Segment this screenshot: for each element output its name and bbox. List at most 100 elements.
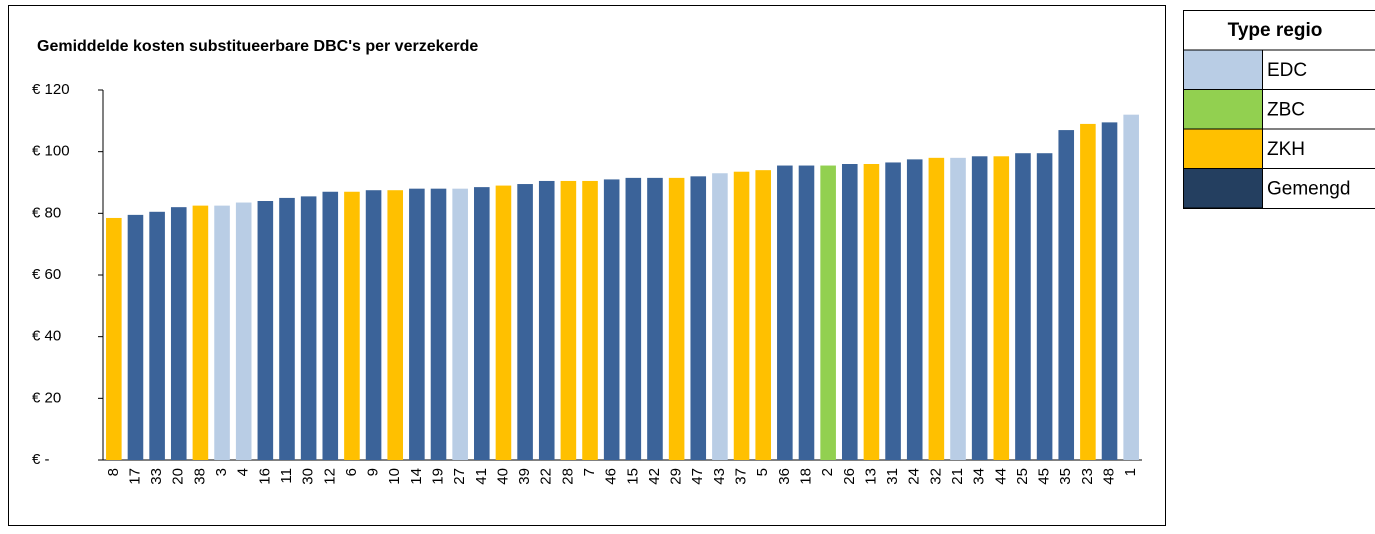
x-tick-label: 26 <box>841 468 858 485</box>
legend-label: ZBC <box>1267 100 1305 121</box>
bar <box>431 189 447 460</box>
x-tick-label: 41 <box>473 468 490 485</box>
x-tick-label: 9 <box>365 468 382 476</box>
bar <box>842 164 858 460</box>
x-tick-label: 47 <box>689 468 706 485</box>
bar <box>972 156 988 460</box>
x-tick-label: 46 <box>603 468 620 485</box>
bar <box>1102 122 1118 460</box>
x-tick-label: 23 <box>1079 468 1096 485</box>
x-tick-label: 33 <box>148 468 165 485</box>
x-tick-label: 36 <box>776 468 793 485</box>
x-tick-label: 12 <box>321 468 338 485</box>
x-tick-label: 5 <box>754 468 771 476</box>
y-tick-label: € 40 <box>32 328 61 345</box>
y-tick-label: € 80 <box>32 204 61 221</box>
x-tick-label: 16 <box>256 468 273 485</box>
legend-label: Gemengd <box>1267 179 1350 200</box>
bar <box>387 190 403 460</box>
bar <box>258 201 274 460</box>
bar <box>777 166 793 460</box>
x-tick-label: 27 <box>451 468 468 485</box>
y-tick-label: € 100 <box>32 143 70 160</box>
bar <box>452 189 468 460</box>
x-tick-label: 38 <box>191 468 208 485</box>
x-tick-label: 19 <box>429 468 446 485</box>
bar <box>647 178 663 460</box>
bar <box>474 187 490 460</box>
bar <box>279 198 295 460</box>
legend-label: EDC <box>1267 60 1307 81</box>
bar <box>734 172 750 460</box>
legend-swatch <box>1184 129 1263 169</box>
x-tick-label: 11 <box>278 468 295 484</box>
chart-title: Gemiddelde kosten substitueerbare DBC's … <box>37 38 478 55</box>
bar <box>929 158 945 460</box>
bar <box>626 178 642 460</box>
bar <box>994 156 1010 460</box>
legend-swatch <box>1184 50 1263 90</box>
bar <box>950 158 966 460</box>
bar <box>1058 130 1074 460</box>
x-tick-label: 37 <box>733 468 750 485</box>
bar <box>517 184 533 460</box>
x-tick-label: 10 <box>386 468 403 485</box>
x-tick-label: 39 <box>516 468 533 485</box>
x-tick-label: 20 <box>170 468 187 485</box>
bar <box>171 207 187 460</box>
bar <box>128 215 144 460</box>
bar <box>1015 153 1031 460</box>
y-tick-label: € - <box>32 451 50 468</box>
bar <box>755 170 771 460</box>
bar <box>885 162 901 460</box>
bar <box>149 212 165 460</box>
bar <box>366 190 382 460</box>
x-tick-label: 21 <box>949 468 966 485</box>
bar <box>799 166 815 460</box>
bar <box>690 176 706 460</box>
bar <box>712 173 728 460</box>
x-tick-label: 45 <box>1036 468 1053 485</box>
x-tick-label: 15 <box>624 468 641 485</box>
x-tick-label: 17 <box>126 468 143 485</box>
legend-title: Type regio <box>1228 20 1323 41</box>
legend-swatch <box>1184 169 1263 209</box>
bar <box>561 181 577 460</box>
bar <box>106 218 122 460</box>
x-tick-label: 31 <box>884 468 901 485</box>
bar <box>582 181 598 460</box>
x-tick-label: 43 <box>711 468 728 485</box>
bar <box>604 179 620 460</box>
x-tick-label: 4 <box>235 468 252 476</box>
x-tick-label: 24 <box>906 468 923 485</box>
x-tick-label: 30 <box>300 468 317 485</box>
x-tick-label: 13 <box>862 468 879 485</box>
bar <box>301 196 317 460</box>
x-tick-label: 42 <box>646 468 663 485</box>
x-tick-label: 40 <box>494 468 511 485</box>
x-tick-label: 6 <box>343 468 360 476</box>
legend-swatch <box>1184 90 1263 130</box>
y-tick-label: € 60 <box>32 266 61 283</box>
x-tick-label: 32 <box>927 468 944 485</box>
bar <box>1080 124 1096 460</box>
bar <box>1037 153 1053 460</box>
x-tick-label: 29 <box>668 468 685 485</box>
x-tick-label: 18 <box>797 468 814 485</box>
x-tick-label: 8 <box>105 468 122 476</box>
bar <box>322 192 338 460</box>
bar <box>214 206 230 460</box>
bar <box>344 192 360 460</box>
x-tick-label: 34 <box>971 468 988 485</box>
bar <box>864 164 880 460</box>
bar <box>496 186 512 460</box>
x-tick-label: 7 <box>581 468 598 476</box>
x-tick-label: 14 <box>408 468 425 485</box>
y-tick-label: € 120 <box>32 81 70 98</box>
x-tick-label: 35 <box>1057 468 1074 485</box>
y-tick-label: € 20 <box>32 389 61 406</box>
x-tick-label: 28 <box>559 468 576 485</box>
bar <box>907 159 923 460</box>
